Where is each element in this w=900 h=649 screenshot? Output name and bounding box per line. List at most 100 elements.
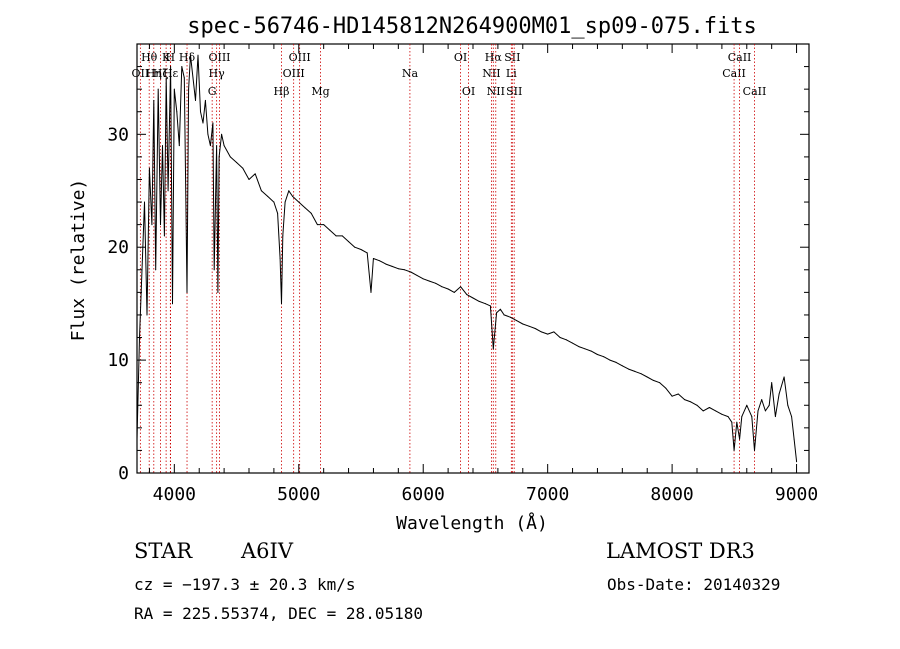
coordinates-readout: RA = 225.55374, DEC = 28.05180 <box>134 604 423 623</box>
data-point <box>702 410 704 412</box>
x-tick-label: 7000 <box>526 484 569 505</box>
marker-label: NII <box>487 85 505 98</box>
data-point <box>783 376 785 378</box>
data-point <box>553 331 555 333</box>
data-point <box>316 224 318 226</box>
data-point <box>447 288 449 290</box>
chart-title: spec-56746-HD145812N264900M01_sp09-075.f… <box>187 14 757 39</box>
marker-label: SII <box>504 51 520 64</box>
series-line-spectrum <box>136 54 798 462</box>
marker-label: Hδ <box>179 51 196 64</box>
data-point <box>774 416 776 418</box>
data-point <box>761 399 763 401</box>
data-point <box>204 99 206 101</box>
marker-label: OI <box>454 51 467 64</box>
data-point <box>370 291 372 293</box>
marker-label: Hβ <box>274 85 290 98</box>
data-point <box>441 286 443 288</box>
data-point <box>478 300 480 302</box>
data-point <box>472 297 474 299</box>
y-tick-label: 20 <box>107 237 129 258</box>
data-point <box>793 438 795 440</box>
x-tick-label: 6000 <box>402 484 445 505</box>
data-point <box>422 278 424 280</box>
data-point <box>528 325 530 327</box>
data-point <box>155 269 157 271</box>
marker-label: Hα <box>485 51 503 64</box>
data-point <box>778 393 780 395</box>
data-point <box>736 421 738 423</box>
data-point <box>267 195 269 197</box>
data-point <box>516 320 518 322</box>
data-point <box>372 258 374 259</box>
data-point <box>236 162 238 164</box>
data-point <box>690 401 692 403</box>
x-tick-label: 4000 <box>153 484 196 505</box>
data-point <box>397 268 399 270</box>
data-point <box>273 201 275 203</box>
data-point <box>757 410 759 412</box>
data-point <box>731 421 733 423</box>
data-point <box>391 265 393 267</box>
data-point <box>148 167 150 169</box>
data-point <box>136 438 138 440</box>
data-point <box>547 333 549 335</box>
marker-label: Hθ <box>141 51 158 64</box>
data-point <box>171 303 173 305</box>
data-point <box>410 271 412 273</box>
data-point <box>323 224 325 226</box>
data-point <box>640 373 642 375</box>
data-point <box>170 66 172 68</box>
data-point <box>727 416 729 418</box>
data-point <box>621 365 623 367</box>
data-point <box>181 66 183 68</box>
data-point <box>143 201 145 203</box>
data-point <box>489 305 491 307</box>
data-point <box>277 212 279 214</box>
data-point <box>162 145 164 147</box>
data-point <box>404 269 406 271</box>
marker-label: NII <box>482 67 500 80</box>
data-point <box>460 286 462 288</box>
data-point <box>499 308 501 310</box>
data-point <box>741 416 743 418</box>
data-point <box>178 145 180 147</box>
data-point <box>167 190 169 192</box>
data-point <box>199 111 201 113</box>
data-point <box>435 282 437 284</box>
data-point <box>279 258 281 259</box>
data-point <box>176 111 178 113</box>
data-point <box>739 438 741 440</box>
y-tick-label: 30 <box>107 124 129 145</box>
data-point <box>292 195 294 197</box>
marker-label: G <box>208 85 217 98</box>
data-point <box>202 122 204 124</box>
data-point <box>335 235 337 237</box>
marker-label: OI <box>462 85 475 98</box>
data-point <box>190 54 192 56</box>
data-point <box>207 133 209 135</box>
data-point <box>634 370 636 372</box>
data-point <box>186 291 188 293</box>
data-point <box>416 274 418 276</box>
data-point <box>183 77 185 79</box>
data-point <box>341 235 343 237</box>
data-point <box>572 342 574 344</box>
observation-date: Obs-Date: 20140329 <box>607 575 781 594</box>
data-point <box>733 449 735 451</box>
data-point <box>684 399 686 401</box>
data-point <box>496 312 498 314</box>
marker-label: Mg <box>311 85 329 98</box>
data-point <box>671 395 673 397</box>
data-point <box>677 393 679 395</box>
data-point <box>753 449 755 451</box>
marker-label: SII <box>506 85 522 98</box>
data-point <box>151 224 153 226</box>
data-point <box>578 346 580 348</box>
series-layer <box>136 54 798 463</box>
marker-label: CaII <box>728 51 752 64</box>
data-point <box>768 404 770 406</box>
data-point <box>534 327 536 329</box>
